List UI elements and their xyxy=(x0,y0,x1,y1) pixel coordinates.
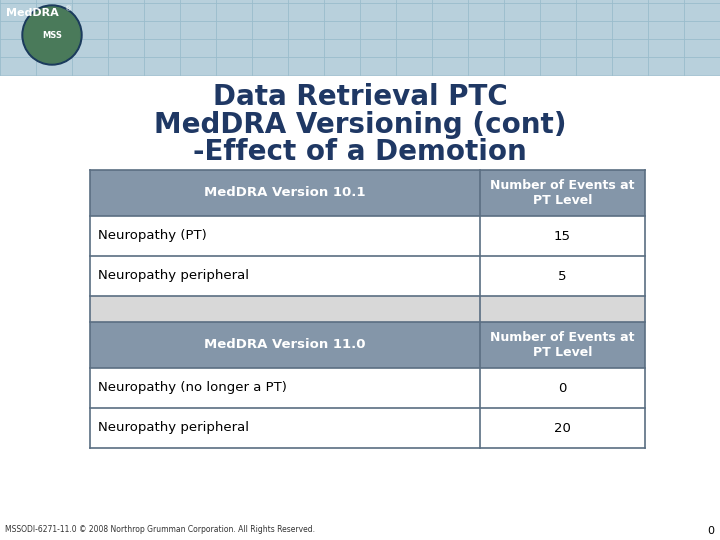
Text: MedDRA: MedDRA xyxy=(6,8,59,18)
Bar xyxy=(90,296,645,322)
Text: 0: 0 xyxy=(707,526,714,536)
Text: Data Retrieval PTC: Data Retrieval PTC xyxy=(212,83,508,111)
Text: 0: 0 xyxy=(558,381,567,395)
Circle shape xyxy=(24,7,80,63)
Text: ®: ® xyxy=(65,6,72,12)
Text: MSSODI-6271-11.0 © 2008 Northrop Grumman Corporation. All Rights Reserved.: MSSODI-6271-11.0 © 2008 Northrop Grumman… xyxy=(5,525,315,534)
Text: 5: 5 xyxy=(558,269,567,282)
Bar xyxy=(0,75,720,540)
Text: MedDRA Versioning (cont): MedDRA Versioning (cont) xyxy=(154,111,566,139)
Text: 15: 15 xyxy=(554,230,571,242)
Text: -Effect of a Demotion: -Effect of a Demotion xyxy=(193,138,527,166)
Circle shape xyxy=(22,5,82,65)
Bar xyxy=(90,368,645,408)
Text: Neuropathy peripheral: Neuropathy peripheral xyxy=(98,269,249,282)
Text: Number of Events at
PT Level: Number of Events at PT Level xyxy=(490,331,635,359)
Text: MSS: MSS xyxy=(42,30,62,39)
Text: Neuropathy peripheral: Neuropathy peripheral xyxy=(98,422,249,435)
Text: Number of Events at
PT Level: Number of Events at PT Level xyxy=(490,179,635,207)
Text: Neuropathy (PT): Neuropathy (PT) xyxy=(98,230,207,242)
Bar xyxy=(90,256,645,296)
Text: 20: 20 xyxy=(554,422,571,435)
Bar xyxy=(0,0,720,75)
Bar xyxy=(90,322,645,368)
Bar xyxy=(90,170,645,216)
Text: MedDRA Version 11.0: MedDRA Version 11.0 xyxy=(204,339,366,352)
Bar xyxy=(90,408,645,448)
Text: Neuropathy (no longer a PT): Neuropathy (no longer a PT) xyxy=(98,381,287,395)
Bar xyxy=(90,216,645,256)
Text: MedDRA Version 10.1: MedDRA Version 10.1 xyxy=(204,186,366,199)
